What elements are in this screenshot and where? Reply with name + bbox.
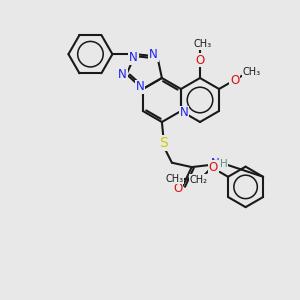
- Text: N: N: [136, 80, 144, 94]
- Text: N: N: [180, 106, 188, 119]
- Text: CH₃: CH₃: [243, 67, 261, 77]
- Text: N: N: [129, 51, 138, 64]
- Text: O: O: [195, 53, 205, 67]
- Text: CH₃: CH₃: [194, 39, 212, 49]
- Text: H: H: [220, 159, 227, 169]
- Text: CH₂: CH₂: [190, 175, 208, 185]
- Text: S: S: [160, 136, 168, 150]
- Text: O: O: [173, 182, 182, 195]
- Text: O: O: [230, 74, 239, 86]
- Text: N: N: [149, 48, 158, 61]
- Text: CH₃: CH₃: [165, 174, 183, 184]
- Text: N: N: [211, 158, 220, 170]
- Text: N: N: [118, 68, 127, 81]
- Text: O: O: [208, 161, 218, 174]
